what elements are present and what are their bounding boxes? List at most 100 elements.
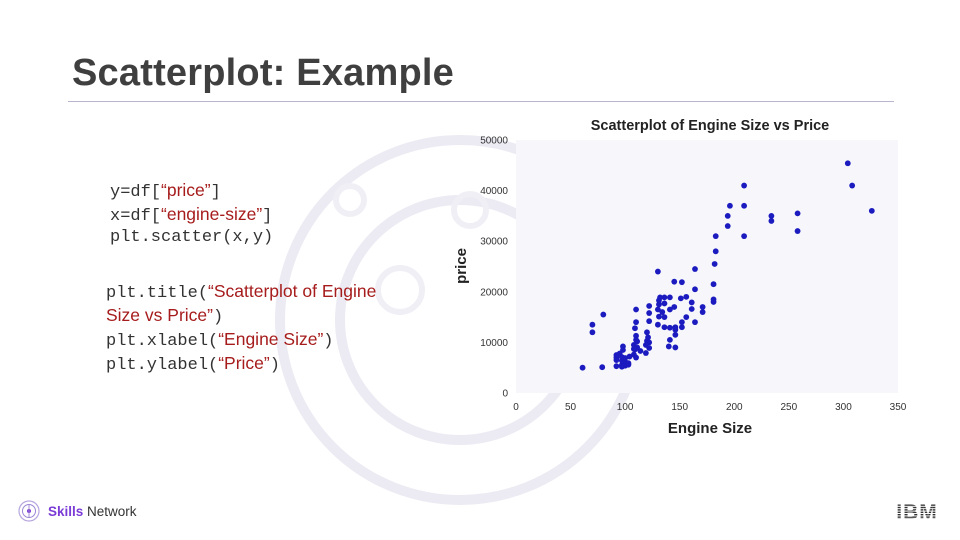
data-point <box>633 354 639 361</box>
code-text: ) <box>212 308 224 327</box>
data-point <box>666 306 673 313</box>
x-tick-label: 200 <box>726 402 743 413</box>
skills-network-icon <box>18 500 40 522</box>
y-tick-label: 20000 <box>480 287 508 298</box>
code-text: ] <box>210 183 221 202</box>
y-tick-label: 0 <box>502 389 508 400</box>
brand-rest: Network <box>83 503 137 519</box>
skills-network-logo: Skills Network <box>18 500 137 522</box>
brand-bold: Skills <box>48 503 84 519</box>
data-point <box>632 325 638 332</box>
data-point <box>683 293 690 300</box>
data-point <box>712 233 719 240</box>
data-point <box>579 364 586 371</box>
chart-title: Scatterplot of Engine Size vs Price <box>591 118 830 134</box>
code-line-title: plt.title(“Scatterplot of Engine <box>106 279 376 303</box>
data-point <box>677 295 684 302</box>
x-tick-label: 150 <box>671 402 688 413</box>
data-point <box>688 306 695 312</box>
data-point <box>644 329 650 336</box>
title-divider <box>68 101 894 102</box>
code-line-title-cont: Size vs Price”) <box>106 303 376 327</box>
data-point <box>642 350 649 356</box>
data-point <box>625 360 632 367</box>
data-point <box>671 304 678 310</box>
data-points <box>579 160 875 371</box>
code-text: plt.ylabel( <box>106 356 219 375</box>
x-tick-label: 300 <box>835 402 852 413</box>
data-point <box>678 279 685 286</box>
data-point <box>646 310 653 316</box>
data-point <box>724 223 731 229</box>
data-point <box>645 334 651 341</box>
data-point <box>666 336 673 343</box>
data-point <box>613 363 620 370</box>
code-string: “Scatterplot of Engine <box>208 281 377 301</box>
x-axis-label: Engine Size <box>668 420 752 437</box>
slide-title: Scatterplot: Example <box>72 52 454 94</box>
data-point <box>633 306 639 313</box>
data-point <box>699 304 706 310</box>
data-point <box>599 364 606 371</box>
data-point <box>633 332 639 339</box>
data-point <box>741 233 748 240</box>
brand-name: Skills Network <box>48 504 137 519</box>
data-point <box>844 160 851 167</box>
data-point <box>659 309 666 315</box>
data-point <box>661 294 668 301</box>
code-string: Size vs Price” <box>106 305 213 325</box>
data-point <box>626 353 633 360</box>
data-point <box>678 319 685 326</box>
data-point <box>768 213 775 219</box>
data-point <box>654 306 661 313</box>
code-text: y=df[ <box>110 183 162 202</box>
data-point <box>666 324 673 331</box>
data-point <box>794 228 801 234</box>
data-point <box>656 313 662 320</box>
code-line-ylabel: plt.ylabel(“Price”) <box>106 351 376 375</box>
code-text: plt.xlabel( <box>106 332 219 351</box>
data-point <box>642 342 649 348</box>
code-text: plt.title( <box>106 284 209 303</box>
code-block-labels: plt.title(“Scatterplot of Engine Size vs… <box>106 279 376 375</box>
data-point <box>794 210 801 217</box>
y-tick-label: 50000 <box>480 136 508 147</box>
data-point <box>661 300 668 307</box>
code-block-data: y=df[“price”] x=df[“engine-size”] plt.sc… <box>110 178 273 250</box>
y-axis-label: price <box>453 248 470 284</box>
data-point <box>633 319 639 326</box>
data-point <box>868 207 875 214</box>
scatter-chart-svg: Scatterplot of Engine Size vs Price Engi… <box>453 118 907 437</box>
data-point <box>741 182 748 189</box>
axis-ticks: 0 50 100 150 200 250 300 350 0 10000 20000 30000 400… <box>480 136 907 414</box>
data-point <box>768 218 775 224</box>
code-line-x: x=df[“engine-size”] <box>110 202 273 226</box>
data-point <box>683 314 690 320</box>
data-point <box>710 281 717 288</box>
data-point <box>671 278 678 285</box>
x-tick-label: 50 <box>565 402 577 413</box>
data-point <box>692 266 698 272</box>
data-point <box>699 309 706 315</box>
data-point <box>710 296 717 303</box>
y-tick-label: 30000 <box>480 237 508 248</box>
x-tick-label: 250 <box>781 402 798 413</box>
data-point <box>656 301 662 308</box>
y-tick-label: 10000 <box>480 338 508 349</box>
code-line-y: y=df[“price”] <box>110 178 273 202</box>
code-string: “price” <box>161 180 211 200</box>
data-point <box>727 202 733 209</box>
data-point <box>666 294 673 301</box>
data-point <box>688 299 695 306</box>
code-string: “engine-size” <box>161 204 263 224</box>
data-point <box>632 346 638 353</box>
data-point <box>692 319 698 326</box>
data-point <box>600 311 607 318</box>
data-point <box>637 348 644 354</box>
data-point <box>678 324 685 331</box>
ibm-logo-text: IBM <box>896 502 938 522</box>
data-point <box>661 324 668 331</box>
x-tick-label: 350 <box>890 402 907 413</box>
data-point <box>712 248 719 255</box>
data-point <box>711 261 718 267</box>
